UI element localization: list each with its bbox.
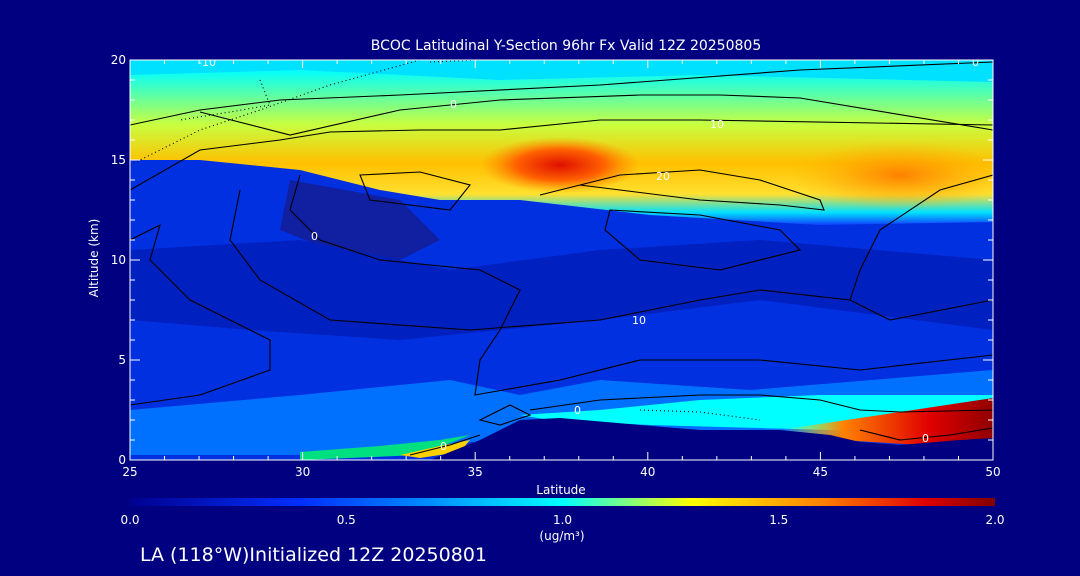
y-tick-label: 15 [111,153,126,167]
colorbar-tick-label: 0.0 [120,513,139,527]
contour-line [130,119,993,191]
contour-line [849,174,993,301]
contour-label: 0 [440,440,447,453]
contour-line [229,189,993,331]
contour-label: 10 [632,314,646,327]
colorbar-units: (ug/m³) [539,529,584,543]
contour-line [429,60,494,63]
contour-line [639,409,761,421]
contour-label: 0 [972,56,979,69]
contour-line [130,61,993,126]
y-tick-label: 10 [111,253,126,267]
contour-label: 0 [574,404,581,417]
x-tick-label: 45 [813,465,828,479]
field-peak-east [790,140,993,210]
contour-line [478,404,532,426]
contour-line [604,209,802,271]
x-tick-label: 30 [295,465,310,479]
contour-line [130,60,421,166]
colorbar-tick-label: 1.0 [553,513,572,527]
contour-label: -10 [198,56,216,69]
contour-label: 0 [450,98,457,111]
contour-line [199,94,993,136]
colorbar-tick-label: 0.5 [337,513,356,527]
x-tick-label: 50 [985,465,1000,479]
colorbar-tick-label: 2.0 [985,513,1004,527]
contour-line [529,394,993,413]
contour-label: 0 [922,432,929,445]
axes: 25 30 35 40 45 50 0 5 10 15 20 [111,53,1001,479]
x-axis-label: Latitude [536,483,585,497]
contour-line [409,434,481,456]
y-tick-label: 0 [118,453,126,467]
x-tick-label: 25 [122,465,137,479]
footer-text: LA (118°W)Initialized 12Z 20250801 [140,544,487,566]
contour-line [289,174,993,396]
field-surface-west [300,435,470,460]
field-peak [480,137,640,193]
colorbar [130,498,995,506]
contour-lines [130,60,993,456]
contour-label: 20 [656,170,670,183]
contour-label: 10 [710,118,724,131]
colorbar-ticks: 0.0 0.5 1.0 1.5 2.0 [120,513,1004,527]
contour-line [859,427,993,441]
field-mid-deep [130,240,993,340]
terrain-mask [430,418,993,460]
contour-line [359,171,471,211]
contour-line [179,79,271,121]
chart-title: BCOC Latitudinal Y-Section 96hr Fx Valid… [371,38,761,54]
colorbar-tick-label: 1.5 [769,513,788,527]
x-tick-label: 35 [468,465,483,479]
contour-line [539,169,825,211]
contour-label: 0 [311,230,318,243]
y-tick-label: 20 [111,53,126,67]
contour-line [130,223,271,406]
y-tick-label: 5 [118,353,126,367]
plot-area: -10 0 0 10 20 0 10 0 0 0 [130,56,993,460]
contour-labels: -10 0 0 10 20 0 10 0 0 0 [198,56,979,453]
y-axis-label: Altitude (km) [87,219,101,298]
x-tick-label: 40 [640,465,655,479]
field-surface-east [780,398,993,445]
